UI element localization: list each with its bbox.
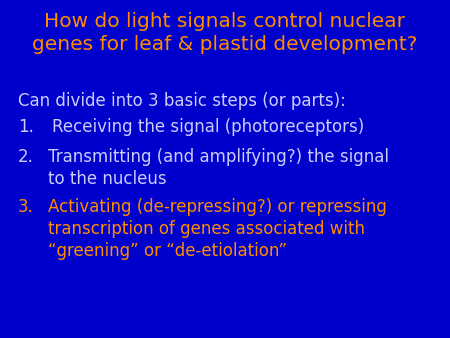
Text: 3.: 3. [18, 198, 34, 216]
Text: 2.: 2. [18, 148, 34, 166]
Text: 1.: 1. [18, 118, 34, 136]
Text: Transmitting (and amplifying?) the signal
to the nucleus: Transmitting (and amplifying?) the signa… [48, 148, 389, 188]
Text: Can divide into 3 basic steps (or parts):: Can divide into 3 basic steps (or parts)… [18, 92, 346, 110]
Text: Activating (de-repressing?) or repressing
transcription of genes associated with: Activating (de-repressing?) or repressin… [48, 198, 387, 260]
Text: Receiving the signal (photoreceptors): Receiving the signal (photoreceptors) [52, 118, 364, 136]
Text: How do light signals control nuclear
genes for leaf & plastid development?: How do light signals control nuclear gen… [32, 12, 418, 54]
